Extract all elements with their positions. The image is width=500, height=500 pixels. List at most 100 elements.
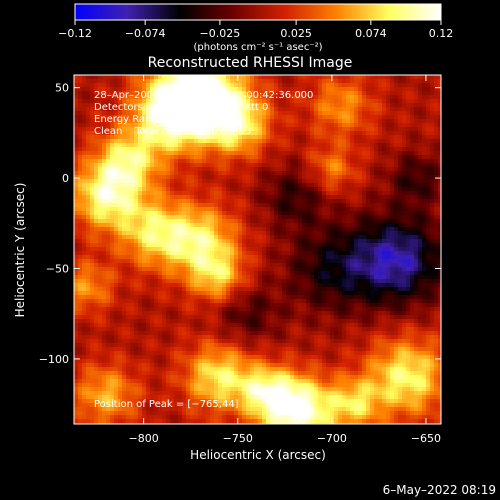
heatmap-cell bbox=[262, 283, 267, 288]
heatmap-cell bbox=[302, 211, 307, 216]
heatmap-cell bbox=[222, 215, 227, 220]
heatmap-cell bbox=[250, 199, 255, 204]
heatmap-cell bbox=[326, 219, 331, 224]
heatmap-cell bbox=[406, 283, 411, 288]
heatmap-cell bbox=[182, 183, 187, 188]
heatmap-cell bbox=[190, 203, 195, 208]
heatmap-cell bbox=[198, 207, 203, 212]
heatmap-cell bbox=[414, 255, 419, 260]
heatmap-cell bbox=[398, 187, 403, 192]
heatmap-cell bbox=[202, 139, 207, 144]
heatmap-cell bbox=[78, 247, 83, 252]
heatmap-cell bbox=[342, 255, 347, 260]
heatmap-cell bbox=[402, 159, 407, 164]
heatmap-cell bbox=[146, 143, 151, 148]
heatmap-cell bbox=[386, 139, 391, 144]
heatmap-cell bbox=[122, 283, 127, 288]
heatmap-cell bbox=[302, 195, 307, 200]
heatmap-cell bbox=[134, 95, 139, 100]
heatmap-cell bbox=[82, 227, 87, 232]
heatmap-cell bbox=[322, 211, 327, 216]
heatmap-cell bbox=[426, 219, 431, 224]
heatmap-cell bbox=[354, 259, 359, 264]
heatmap-cell bbox=[254, 247, 259, 252]
heatmap-cell bbox=[430, 139, 435, 144]
heatmap-cell bbox=[290, 163, 295, 168]
heatmap-cell bbox=[258, 159, 263, 164]
heatmap-cell bbox=[410, 95, 415, 100]
heatmap-cell bbox=[390, 251, 395, 256]
heatmap-cell bbox=[246, 111, 251, 116]
heatmap-cell bbox=[102, 239, 107, 244]
heatmap-cell bbox=[86, 275, 91, 280]
heatmap-cell bbox=[270, 115, 275, 120]
heatmap-cell bbox=[250, 175, 255, 180]
heatmap-cell bbox=[114, 163, 119, 168]
heatmap-cell bbox=[186, 195, 191, 200]
heatmap-cell bbox=[94, 187, 99, 192]
heatmap-cell bbox=[182, 147, 187, 152]
heatmap-cell bbox=[190, 151, 195, 156]
heatmap-cell bbox=[174, 243, 179, 248]
heatmap-cell bbox=[278, 91, 283, 96]
heatmap-cell bbox=[118, 239, 123, 244]
heatmap-cell bbox=[262, 95, 267, 100]
heatmap-cell bbox=[138, 251, 143, 256]
heatmap-cell bbox=[86, 203, 91, 208]
heatmap-cell bbox=[422, 275, 427, 280]
heatmap-cell bbox=[278, 87, 283, 92]
heatmap-cell bbox=[254, 111, 259, 116]
heatmap-cell bbox=[126, 263, 131, 268]
heatmap-cell bbox=[142, 223, 147, 228]
heatmap-cell bbox=[266, 179, 271, 184]
heatmap-cell bbox=[178, 263, 183, 268]
heatmap-cell bbox=[106, 271, 111, 276]
heatmap-cell bbox=[138, 231, 143, 236]
heatmap-cell bbox=[434, 223, 439, 228]
heatmap-cell bbox=[358, 183, 363, 188]
heatmap-cell bbox=[358, 87, 363, 92]
heatmap-cell bbox=[386, 163, 391, 168]
heatmap-cell bbox=[346, 127, 351, 132]
heatmap-cell bbox=[250, 155, 255, 160]
heatmap-cell bbox=[426, 203, 431, 208]
heatmap-cell bbox=[390, 223, 395, 228]
heatmap-cell bbox=[254, 187, 259, 192]
heatmap-cell bbox=[134, 267, 139, 272]
heatmap-cell bbox=[118, 223, 123, 228]
heatmap-cell bbox=[262, 259, 267, 264]
heatmap-cell bbox=[178, 79, 183, 84]
heatmap-cell bbox=[226, 247, 231, 252]
heatmap-cell bbox=[334, 99, 339, 104]
heatmap-cell bbox=[146, 283, 151, 288]
heatmap-cell bbox=[270, 127, 275, 132]
heatmap-cell bbox=[286, 283, 291, 288]
heatmap-cell bbox=[170, 271, 175, 276]
heatmap-cell bbox=[166, 279, 171, 284]
heatmap-cell bbox=[114, 107, 119, 112]
heatmap-cell bbox=[286, 155, 291, 160]
heatmap-cell bbox=[210, 235, 215, 240]
heatmap-cell bbox=[130, 183, 135, 188]
heatmap-cell bbox=[214, 243, 219, 248]
heatmap-cell bbox=[426, 195, 431, 200]
heatmap-cell bbox=[110, 131, 115, 136]
heatmap-cell bbox=[386, 259, 391, 264]
heatmap-cell bbox=[378, 231, 383, 236]
heatmap-cell bbox=[114, 259, 119, 264]
heatmap-cell bbox=[242, 143, 247, 148]
heatmap-cell bbox=[138, 139, 143, 144]
heatmap-cell bbox=[246, 131, 251, 136]
heatmap-cell bbox=[302, 287, 307, 292]
heatmap-cell bbox=[362, 207, 367, 212]
heatmap-cell bbox=[298, 243, 303, 248]
heatmap-cell bbox=[102, 259, 107, 264]
heatmap-cell bbox=[206, 111, 211, 116]
heatmap-cell bbox=[230, 191, 235, 196]
heatmap-cell bbox=[158, 243, 163, 248]
heatmap-cell bbox=[238, 91, 243, 96]
heatmap-cell bbox=[134, 283, 139, 288]
heatmap-cell bbox=[130, 271, 135, 276]
heatmap-cell bbox=[358, 243, 363, 248]
heatmap-cell bbox=[310, 195, 315, 200]
